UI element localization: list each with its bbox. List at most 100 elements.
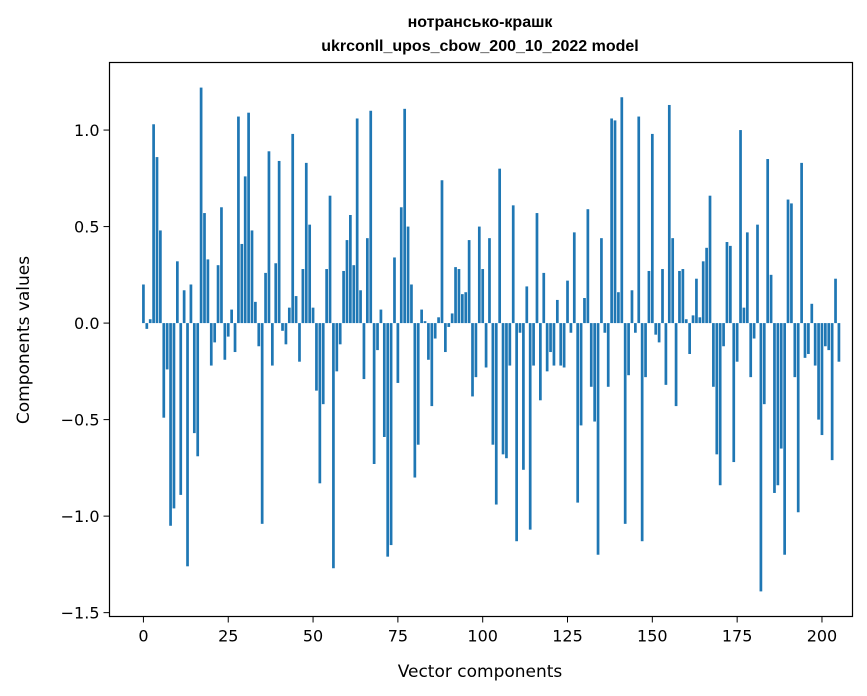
bar-component-92	[454, 267, 457, 324]
bar-component-135	[600, 238, 603, 324]
bar-component-204	[834, 278, 837, 324]
bar-component-138	[610, 118, 613, 324]
bar-component-30	[243, 176, 247, 324]
bar-component-75	[396, 323, 400, 383]
bar-component-0	[142, 284, 145, 324]
bar-component-139	[613, 120, 617, 324]
x-axis-ticks: 0 25 50 75 100 125 150 175 200	[138, 616, 837, 646]
bar-component-145	[634, 323, 637, 333]
bar-component-48	[304, 162, 308, 324]
bar-component-49	[308, 224, 312, 324]
bar-component-32	[250, 230, 254, 324]
x-tick-label: 150	[637, 627, 668, 646]
bar-component-69	[376, 323, 379, 351]
bar-component-200	[820, 323, 824, 436]
bar-component-123	[559, 323, 563, 366]
x-tick-label: 25	[218, 627, 238, 646]
bar-component-177	[742, 307, 746, 324]
bar-component-170	[718, 323, 722, 486]
bar-component-3	[152, 124, 155, 324]
bar-component-57	[335, 323, 339, 372]
bar-component-109	[511, 205, 515, 324]
bar-component-160	[684, 319, 688, 324]
bar-component-132	[589, 323, 593, 387]
bar-component-134	[596, 323, 600, 555]
bar-component-141	[620, 97, 624, 324]
bar-component-148	[644, 323, 647, 378]
y-tick-label: 1.0	[74, 121, 99, 140]
bar-component-187	[776, 323, 780, 486]
bar-component-143	[627, 323, 630, 376]
bar-component-182	[759, 323, 763, 592]
bar-component-101	[484, 323, 488, 368]
bar-component-42	[284, 323, 288, 345]
y-tick-label: 0.5	[74, 218, 99, 237]
bar-component-4	[155, 157, 159, 324]
x-tick-label: 75	[388, 627, 408, 646]
bar-component-104	[494, 323, 498, 505]
bar-component-10	[176, 261, 179, 324]
bar-component-197	[810, 303, 814, 324]
bar-component-165	[701, 261, 705, 324]
bar-component-93	[457, 269, 461, 324]
bar-component-52	[318, 323, 322, 484]
y-axis-ticks: −1.5 −1.0 −0.5 0.0 0.5 1.0	[61, 121, 110, 623]
bar-component-125	[566, 280, 569, 324]
bar-component-202	[827, 323, 831, 351]
bar-component-114	[528, 323, 532, 530]
bar-component-61	[349, 214, 352, 324]
bar-component-119	[545, 323, 549, 372]
bar-component-113	[525, 286, 529, 324]
bar-component-88	[440, 180, 444, 324]
x-tick-label: 50	[303, 627, 323, 646]
bar-component-60	[345, 240, 349, 324]
bar-component-100	[481, 269, 485, 324]
bar-component-196	[807, 323, 810, 354]
bar-component-199	[817, 323, 820, 420]
bar-component-64	[359, 290, 362, 324]
bar-component-12	[182, 290, 186, 324]
bar-component-102	[488, 238, 491, 324]
bar-component-76	[399, 207, 403, 324]
bar-component-159	[681, 269, 685, 324]
bar-component-45	[294, 296, 298, 324]
bar-component-46	[298, 323, 301, 362]
bar-component-122	[555, 299, 559, 324]
bar-component-129	[579, 323, 583, 426]
bar-component-31	[247, 112, 250, 324]
bar-component-47	[301, 269, 305, 324]
bar-component-173	[729, 245, 732, 324]
bar-component-26	[230, 309, 233, 324]
bar-component-72	[386, 323, 390, 557]
bar-component-144	[630, 290, 634, 324]
bar-component-194	[800, 162, 803, 324]
bar-component-56	[332, 323, 335, 569]
bar-component-84	[427, 323, 430, 360]
bar-component-82	[420, 309, 423, 324]
bar-component-98	[474, 323, 478, 378]
bar-component-86	[433, 323, 437, 339]
bar-component-70	[379, 309, 383, 324]
bar-component-137	[606, 323, 610, 387]
bar-component-80	[413, 323, 417, 478]
bar-component-110	[515, 323, 518, 542]
bar-component-117	[539, 323, 542, 401]
bar-component-191	[790, 203, 793, 324]
bar-component-22	[216, 265, 220, 324]
bar-component-62	[352, 265, 356, 324]
bar-component-201	[824, 323, 827, 347]
bar-component-87	[437, 317, 440, 324]
bar-component-35	[260, 323, 264, 524]
bar-component-38	[270, 323, 274, 366]
bar-component-81	[416, 323, 420, 445]
bar-component-155	[667, 104, 671, 324]
bar-component-195	[803, 323, 807, 358]
bar-component-54	[325, 269, 328, 324]
x-tick-label: 175	[722, 627, 753, 646]
bar-component-34	[257, 323, 261, 347]
bar-component-33	[254, 301, 257, 324]
bar-component-130	[583, 298, 586, 324]
plot-frame	[108, 61, 854, 618]
bar-component-168	[712, 323, 715, 387]
bar-component-116	[535, 213, 539, 324]
